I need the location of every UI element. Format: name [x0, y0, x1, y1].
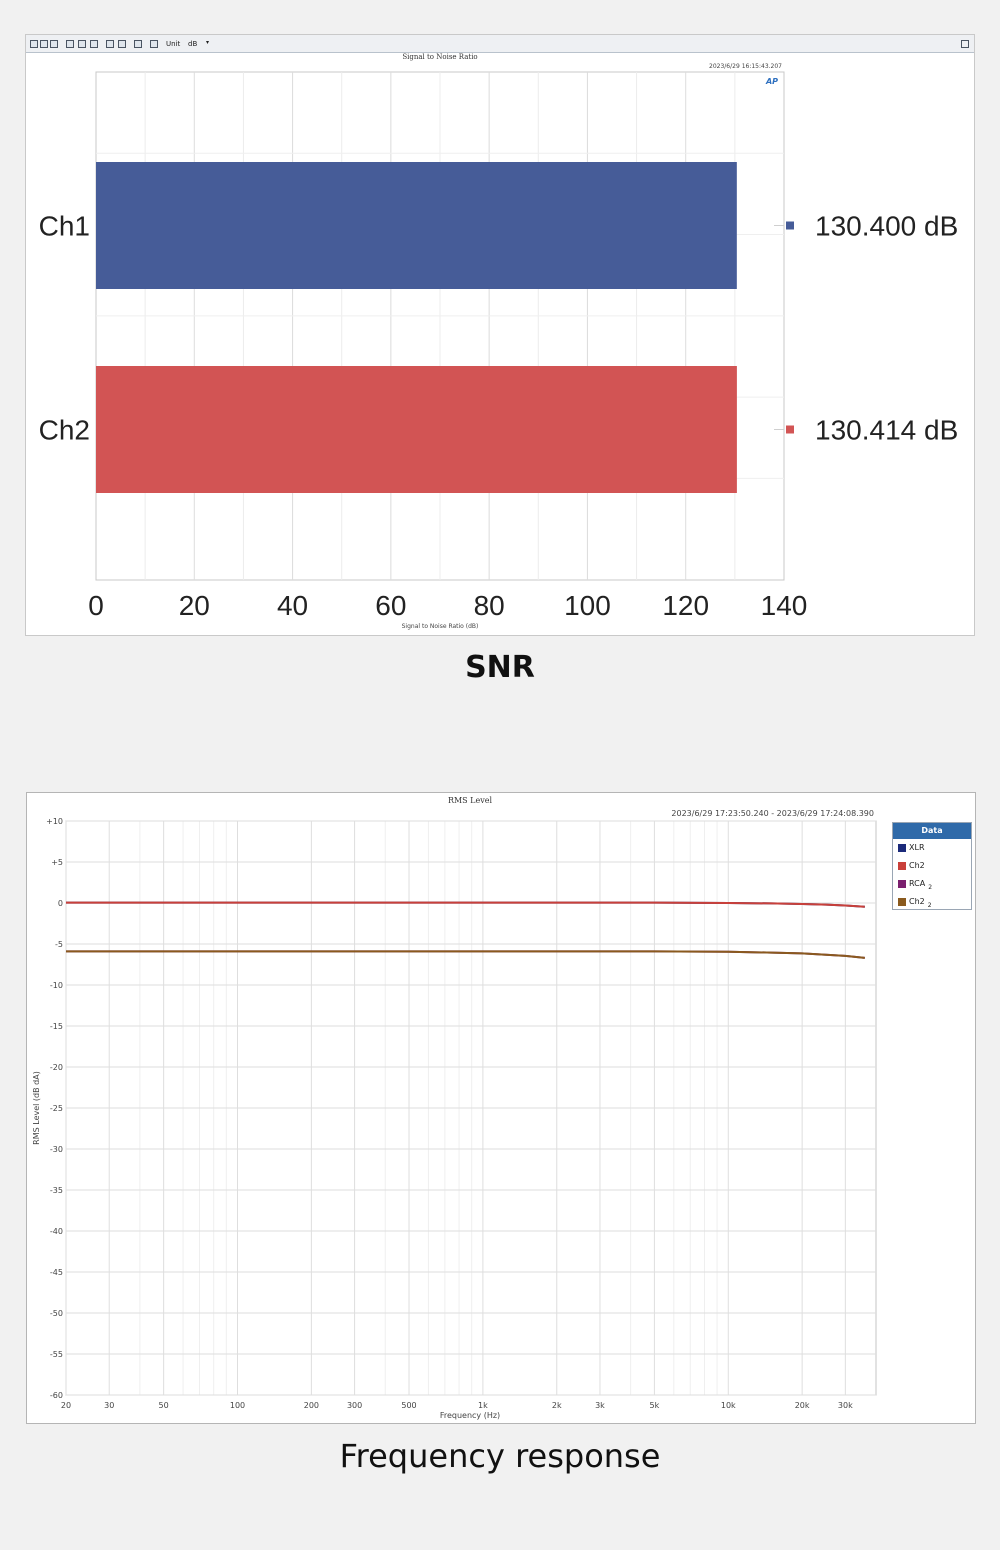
legend-entry[interactable]: Ch2 — [893, 857, 971, 875]
ap-logo: AP — [765, 77, 778, 86]
legend-label: XLR — [909, 843, 925, 852]
legend-title: Data — [893, 823, 971, 839]
unit-label: Unit — [166, 40, 181, 48]
unit-dropdown[interactable]: dB — [188, 40, 198, 48]
value-marker — [786, 221, 794, 230]
x-tick-label: 30k — [838, 1401, 853, 1410]
data-label: 130.414 dB — [815, 415, 958, 446]
x-tick-label: 80 — [474, 590, 505, 621]
legend-label: Ch2 — [909, 897, 925, 906]
series-line-3 — [66, 950, 865, 959]
x-tick-label: 0 — [88, 590, 104, 621]
x-axis-label: Signal to Noise Ratio (dB) — [402, 623, 479, 630]
toolbar-icon-4[interactable] — [66, 40, 74, 48]
y-tick-label: -15 — [50, 1022, 63, 1031]
legend-label: RCA — [909, 879, 926, 888]
y-tick-label: -5 — [55, 940, 63, 949]
legend-swatch — [898, 844, 906, 852]
y-tick-label: -35 — [50, 1186, 63, 1195]
y-tick-label: -45 — [50, 1268, 63, 1277]
x-tick-label: 30 — [104, 1401, 114, 1410]
frequency-response-caption: Frequency response — [339, 1437, 661, 1475]
y-tick-label: -30 — [50, 1145, 63, 1154]
legend-swatch — [898, 862, 906, 870]
x-tick-label: 10k — [721, 1401, 736, 1410]
legend-entry[interactable]: XLR — [893, 839, 971, 857]
timestamp: 2023/6/29 16:15:43.207 — [709, 63, 782, 70]
x-tick-label: 3k — [595, 1401, 605, 1410]
chart-title: RMS Level — [448, 796, 493, 805]
x-tick-label: 140 — [761, 590, 808, 621]
x-tick-label: 1k — [478, 1401, 488, 1410]
category-label: Ch2 — [39, 415, 90, 446]
bar-ch1 — [96, 162, 737, 289]
toolbar-icon-6[interactable] — [90, 40, 98, 48]
legend-entry[interactable]: Ch2 2 — [893, 893, 971, 911]
category-label: Ch1 — [39, 211, 90, 242]
y-tick-label: -55 — [50, 1350, 63, 1359]
y-tick-label: -40 — [50, 1227, 63, 1236]
frequency-response-chart: RMS Level 2023/6/29 17:23:50.240 - 2023/6… — [32, 796, 877, 1420]
x-axis-label: Frequency (Hz) — [440, 1411, 500, 1420]
x-tick-label: 200 — [304, 1401, 319, 1410]
chart-toolbar: Unit dB ▾ — [26, 35, 974, 53]
toolbar-icon-5[interactable] — [78, 40, 86, 48]
y-tick-label: -60 — [50, 1391, 63, 1400]
toolbar-icon-7[interactable] — [106, 40, 114, 48]
x-tick-label: 20 — [179, 590, 210, 621]
legend-entry[interactable]: RCA 2 — [893, 875, 971, 893]
y-axis-label: RMS Level (dB dA) — [32, 1071, 41, 1145]
snr-caption: SNR — [465, 650, 535, 685]
x-tick-label: 120 — [662, 590, 709, 621]
x-tick-label: 100 — [564, 590, 611, 621]
series-line-1 — [66, 901, 865, 908]
legend: Data XLR Ch2 RCA 2 Ch2 2 — [892, 822, 972, 910]
toolbar-icon-3[interactable] — [50, 40, 58, 48]
window-restore-icon[interactable] — [961, 40, 969, 48]
x-tick-label: 20 — [61, 1401, 71, 1410]
timestamp: 2023/6/29 17:23:50.240 - 2023/6/29 17:24… — [671, 809, 874, 818]
x-tick-label: 500 — [401, 1401, 416, 1410]
snr-chart-window: Unit dB ▾ — [25, 34, 975, 636]
chart-title: Signal to Noise Ratio — [402, 53, 477, 61]
x-tick-label: 5k — [650, 1401, 660, 1410]
y-tick-label: -20 — [50, 1063, 63, 1072]
toolbar-icon-9[interactable] — [134, 40, 142, 48]
legend-swatch — [898, 898, 906, 906]
value-marker — [786, 425, 794, 434]
legend-label: Ch2 — [909, 861, 925, 870]
x-tick-label: 2k — [552, 1401, 562, 1410]
x-tick-label: 50 — [159, 1401, 169, 1410]
chevron-down-icon[interactable]: ▾ — [206, 39, 210, 46]
legend-subscript: 2 — [928, 883, 933, 891]
y-tick-label: +10 — [46, 817, 63, 826]
data-label: 130.400 dB — [815, 211, 958, 242]
x-tick-label: 300 — [347, 1401, 362, 1410]
x-tick-label: 60 — [375, 590, 406, 621]
y-tick-label: -10 — [50, 981, 63, 990]
y-tick-label: -25 — [50, 1104, 63, 1113]
x-tick-label: 40 — [277, 590, 308, 621]
y-tick-label: 0 — [58, 899, 63, 908]
toolbar-icon-8[interactable] — [118, 40, 126, 48]
x-tick-label: 100 — [230, 1401, 245, 1410]
y-tick-label: -50 — [50, 1309, 63, 1318]
toolbar-icon-1[interactable] — [30, 40, 38, 48]
legend-subscript: 2 — [927, 901, 932, 909]
toolbar-icon-2[interactable] — [40, 40, 48, 48]
y-tick-label: +5 — [51, 858, 63, 867]
snr-chart: Signal to Noise Ratio 2023/6/29 16:15:43.… — [39, 53, 959, 630]
toolbar-icon-10[interactable] — [150, 40, 158, 48]
x-tick-label: 20k — [795, 1401, 810, 1410]
bar-ch2 — [96, 366, 737, 493]
legend-swatch — [898, 880, 906, 888]
